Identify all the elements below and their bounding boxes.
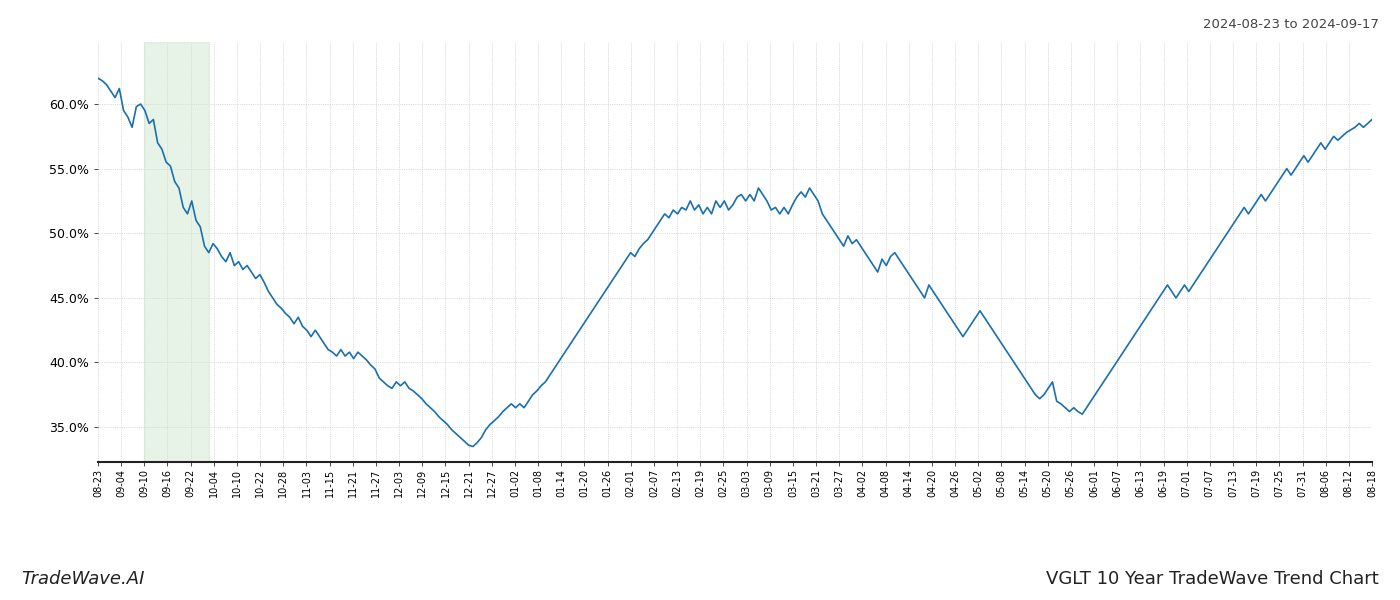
Bar	[144, 42, 209, 462]
Text: 2024-08-23 to 2024-09-17: 2024-08-23 to 2024-09-17	[1203, 18, 1379, 31]
Text: VGLT 10 Year TradeWave Trend Chart: VGLT 10 Year TradeWave Trend Chart	[1046, 570, 1379, 588]
Text: TradeWave.AI: TradeWave.AI	[21, 570, 144, 588]
